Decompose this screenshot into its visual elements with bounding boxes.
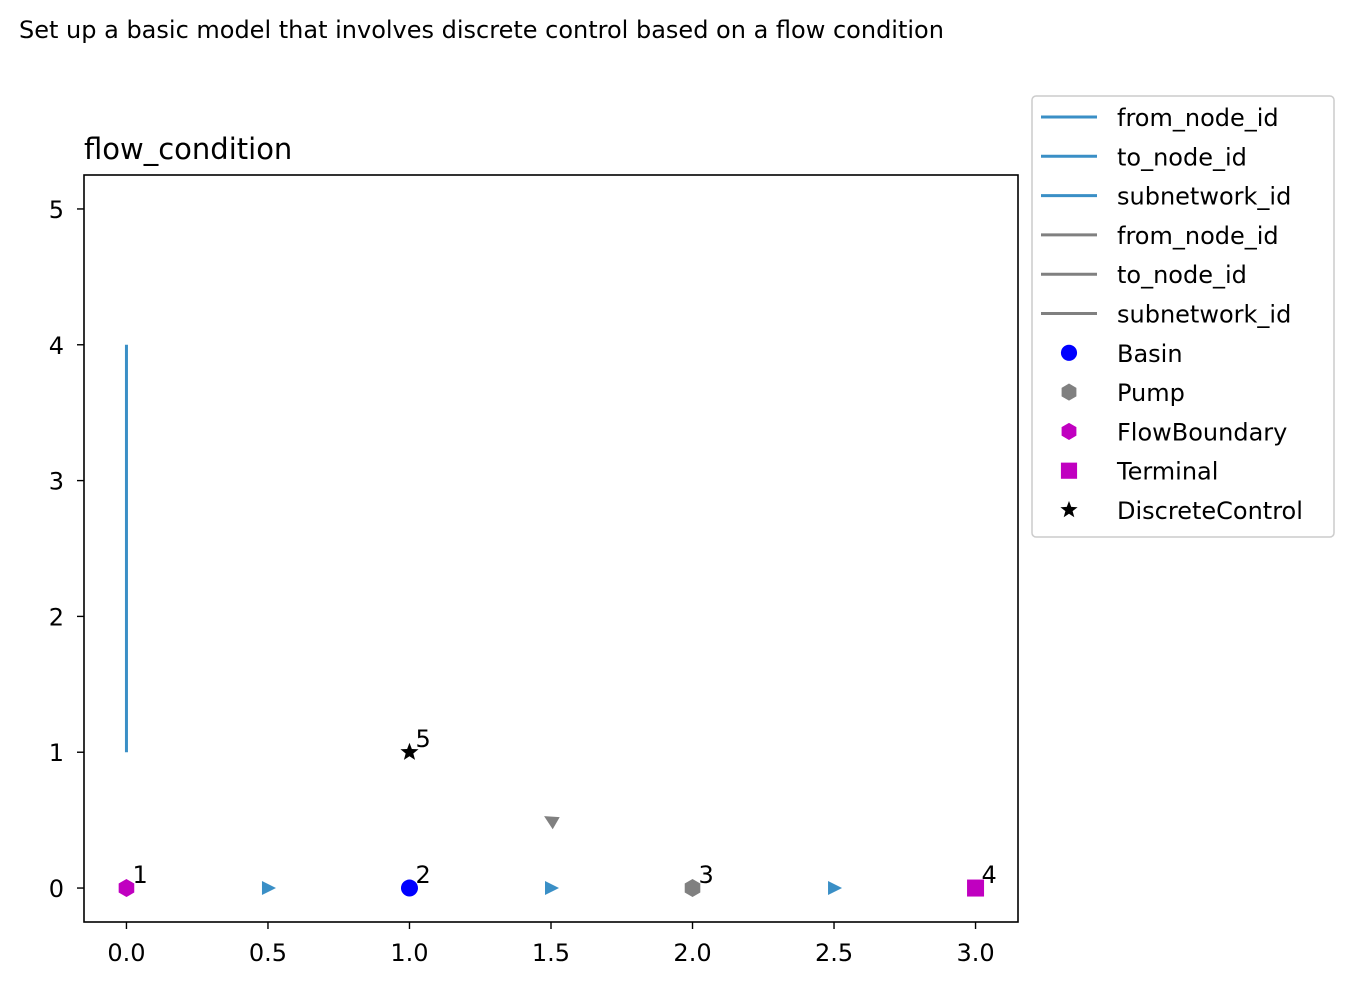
legend-items: from_node_id to_node_id subnetwork_id from_…	[1041, 104, 1303, 525]
legend-label: Terminal	[1116, 458, 1218, 486]
legend-entry: from_node_id	[1041, 222, 1279, 250]
node-pump	[684, 879, 701, 898]
node-labels-layer: 1 2 3 4 5	[132, 725, 996, 889]
node-id-label: 5	[415, 725, 430, 753]
edge-arrow-right	[828, 881, 843, 896]
legend-label: from_node_id	[1117, 104, 1279, 132]
legend-entry: Basin	[1060, 340, 1183, 368]
legend-label: subnetwork_id	[1117, 183, 1291, 211]
y-tick-label: 5	[49, 196, 64, 224]
node-terminal	[967, 879, 985, 897]
legend-label: to_node_id	[1117, 143, 1247, 171]
y-tick-label: 0	[49, 875, 64, 903]
node-id-label: 2	[415, 861, 430, 889]
x-tick-label: 0.5	[249, 939, 287, 967]
y-tick-label: 3	[49, 468, 64, 496]
x-tick-label: 1.0	[390, 939, 428, 967]
node-id-label: 4	[982, 861, 997, 889]
legend-marker-hexagon	[1061, 422, 1077, 440]
plot-area: 1 2 3 4 5	[118, 344, 997, 898]
y-tick-label: 4	[49, 332, 64, 360]
edge-arrow-right	[261, 881, 276, 896]
legend-label: Pump	[1117, 379, 1185, 407]
figure-title: Set up a basic model that involves discr…	[19, 16, 944, 44]
x-tick-label: 2.5	[815, 939, 853, 967]
legend: from_node_id to_node_id subnetwork_id from_…	[1031, 95, 1335, 538]
x-tick-label: 1.5	[532, 939, 570, 967]
legend-entry: to_node_id	[1041, 143, 1247, 171]
node-discretecontrol	[400, 742, 419, 760]
legend-label: from_node_id	[1117, 222, 1279, 250]
legend-label: subnetwork_id	[1117, 301, 1291, 329]
legend-entry: to_node_id	[1041, 261, 1247, 289]
y-axis: 0 1 2 3 4 5	[49, 196, 84, 903]
node-flowboundary	[118, 879, 135, 898]
node-basin	[400, 879, 418, 897]
x-tick-label: 2.0	[673, 939, 711, 967]
x-axis: 0.0 0.5 1.0 1.5 2.0 2.5 3.0	[107, 922, 995, 967]
legend-marker-square	[1060, 462, 1078, 479]
legend-marker-star	[1060, 500, 1078, 518]
legend-entry: from_node_id	[1041, 104, 1279, 132]
legend-marker-circle	[1060, 344, 1078, 361]
edge-arrow-up-left	[544, 816, 560, 830]
legend-label: FlowBoundary	[1117, 418, 1287, 446]
legend-label: to_node_id	[1117, 261, 1247, 289]
axes-frame	[83, 174, 1019, 923]
node-id-label: 1	[132, 861, 147, 889]
legend-entry: subnetwork_id	[1041, 183, 1291, 211]
node-id-label: 3	[699, 861, 714, 889]
x-tick-label: 3.0	[956, 939, 994, 967]
legend-frame	[1031, 95, 1335, 538]
y-tick-label: 2	[49, 603, 64, 631]
axes-title: flow_condition	[84, 132, 292, 166]
legend-entry: FlowBoundary	[1061, 418, 1287, 446]
legend-label: DiscreteControl	[1117, 497, 1303, 525]
legend-marker-hexagon	[1061, 383, 1077, 401]
legend-entry: Pump	[1061, 379, 1185, 407]
y-tick-label: 1	[49, 739, 64, 767]
x-tick-label: 0.0	[107, 939, 145, 967]
arrows-layer	[261, 816, 843, 896]
edge-arrow-right	[545, 881, 559, 896]
legend-label: Basin	[1117, 340, 1183, 368]
legend-entry: Terminal	[1060, 458, 1218, 486]
nodes-layer	[118, 742, 985, 898]
legend-entry: subnetwork_id	[1041, 301, 1291, 329]
legend-entry: DiscreteControl	[1060, 497, 1303, 525]
